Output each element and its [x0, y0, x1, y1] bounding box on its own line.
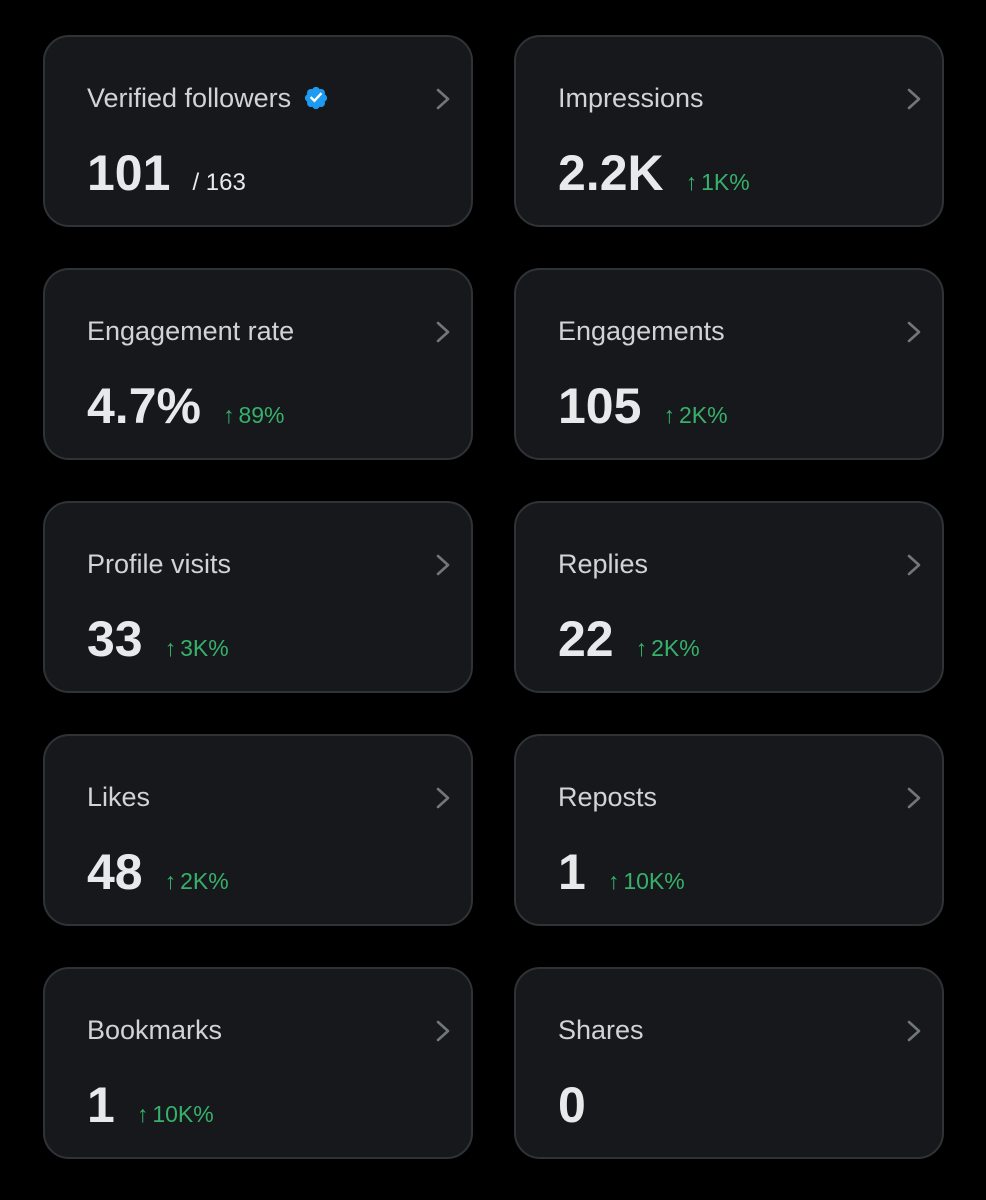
metric-row: 4.7% ↑ 89% — [87, 376, 285, 436]
metric-title-text: Engagement rate — [87, 316, 295, 346]
chevron-right-icon — [907, 321, 921, 343]
metric-title: Engagement rate — [87, 314, 294, 348]
metric-row: 0 — [558, 1075, 586, 1135]
metric-title-text: Impressions — [558, 83, 704, 113]
metric-change-value: 10K% — [623, 868, 685, 894]
chevron-right-icon — [436, 88, 450, 110]
metric-value: 1 — [87, 1077, 115, 1133]
metric-row: 22 ↑ 2K% — [558, 609, 700, 669]
metric-change-value: 2K% — [678, 402, 728, 428]
metric-card-reposts[interactable]: Reposts 1 ↑ 10K% — [514, 734, 944, 926]
metric-value: 2.2K — [558, 145, 664, 201]
chevron-right-icon — [907, 554, 921, 576]
metric-total: / 163 — [192, 169, 246, 196]
metric-value: 48 — [87, 844, 143, 900]
metrics-grid: Verified followers 101 / 163 Impressions… — [43, 35, 944, 1159]
metric-title-text: Reposts — [558, 782, 658, 812]
chevron-right-icon — [436, 321, 450, 343]
metric-row: 2.2K ↑ 1K% — [558, 143, 750, 203]
metric-change-value: 1K% — [701, 169, 750, 195]
metric-title: Replies — [558, 547, 648, 581]
chevron-right-icon — [907, 88, 921, 110]
chevron-right-icon — [436, 787, 450, 809]
metric-row: 105 ↑ 2K% — [558, 376, 728, 436]
arrow-up-icon: ↑ — [136, 1101, 149, 1127]
metric-change-value: 2K% — [651, 635, 700, 661]
metric-card-impressions[interactable]: Impressions 2.2K ↑ 1K% — [514, 35, 944, 227]
metric-row: 33 ↑ 3K% — [87, 609, 229, 669]
metric-change: ↑ 10K% — [608, 868, 685, 895]
metric-title: Bookmarks — [87, 1013, 222, 1047]
arrow-up-icon: ↑ — [164, 635, 177, 661]
metric-card-verified-followers[interactable]: Verified followers 101 / 163 — [43, 35, 473, 227]
chevron-right-icon — [436, 554, 450, 576]
metric-title: Likes — [87, 780, 150, 814]
metric-title-text: Profile visits — [87, 549, 232, 579]
metric-title-text: Engagements — [558, 316, 725, 346]
metric-title: Shares — [558, 1013, 644, 1047]
metric-title: Reposts — [558, 780, 657, 814]
metric-value: 101 — [87, 145, 171, 201]
metric-row: 1 ↑ 10K% — [558, 842, 685, 902]
metric-title: Engagements — [558, 314, 725, 348]
metric-card-replies[interactable]: Replies 22 ↑ 2K% — [514, 501, 944, 693]
metric-title-text: Likes — [87, 782, 151, 812]
arrow-up-icon: ↑ — [222, 402, 235, 428]
metric-title-text: Bookmarks — [87, 1015, 223, 1045]
metric-row: 1 ↑ 10K% — [87, 1075, 214, 1135]
metric-card-profile-visits[interactable]: Profile visits 33 ↑ 3K% — [43, 501, 473, 693]
metric-change: ↑ 10K% — [137, 1101, 214, 1128]
arrow-up-icon: ↑ — [635, 635, 648, 661]
metric-change-value: 10K% — [152, 1101, 214, 1127]
verified-badge-icon — [305, 86, 328, 110]
metric-change-value: 2K% — [180, 868, 229, 894]
arrow-up-icon: ↑ — [164, 868, 177, 894]
chevron-right-icon — [436, 1020, 450, 1042]
metric-title-text: Verified followers — [87, 83, 292, 113]
metric-value: 22 — [558, 611, 614, 667]
metric-title: Verified followers — [87, 81, 329, 115]
metric-value: 0 — [558, 1077, 586, 1133]
metric-change: ↑ 1K% — [686, 169, 750, 196]
metric-title-text: Replies — [558, 549, 649, 579]
arrow-up-icon: ↑ — [685, 169, 698, 195]
metric-change: ↑ 3K% — [165, 635, 229, 662]
metric-value: 4.7% — [87, 378, 201, 434]
metric-title-text: Shares — [558, 1015, 644, 1045]
chevron-right-icon — [907, 1020, 921, 1042]
metric-card-engagement-rate[interactable]: Engagement rate 4.7% ↑ 89% — [43, 268, 473, 460]
metric-row: 101 / 163 — [87, 143, 246, 203]
metric-change: ↑ 2K% — [636, 635, 700, 662]
metric-row: 48 ↑ 2K% — [87, 842, 229, 902]
metric-title: Profile visits — [87, 547, 231, 581]
metric-change: ↑ 2K% — [663, 402, 727, 429]
arrow-up-icon: ↑ — [663, 402, 675, 428]
metric-value: 105 — [558, 378, 642, 434]
metric-change-value: 89% — [238, 402, 285, 428]
metric-card-bookmarks[interactable]: Bookmarks 1 ↑ 10K% — [43, 967, 473, 1159]
metric-value: 1 — [558, 844, 586, 900]
metric-card-shares[interactable]: Shares 0 — [514, 967, 944, 1159]
metric-card-engagements[interactable]: Engagements 105 ↑ 2K% — [514, 268, 944, 460]
metric-change: ↑ 89% — [223, 402, 285, 429]
metric-change: ↑ 2K% — [165, 868, 229, 895]
metric-value: 33 — [87, 611, 143, 667]
metric-card-likes[interactable]: Likes 48 ↑ 2K% — [43, 734, 473, 926]
metric-title: Impressions — [558, 81, 704, 115]
chevron-right-icon — [907, 787, 921, 809]
metric-change-value: 3K% — [180, 635, 229, 661]
arrow-up-icon: ↑ — [607, 868, 620, 894]
